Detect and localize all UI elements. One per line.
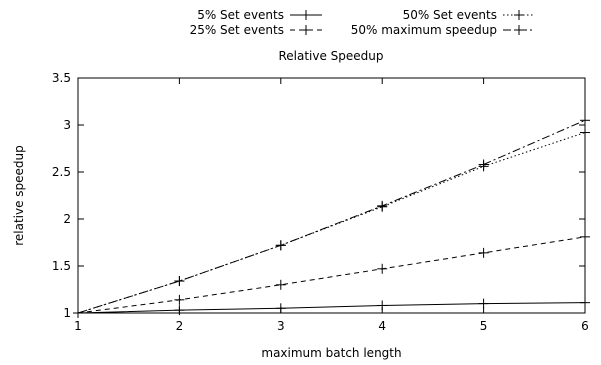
series-line: [77, 302, 586, 314]
data-point: [174, 305, 185, 316]
legend-label: 5% Set events: [197, 8, 284, 22]
data-point: [377, 200, 388, 211]
x-tick-label: 6: [581, 319, 589, 333]
series-1: [73, 297, 590, 318]
y-tick-label: 2: [63, 212, 71, 226]
legend-label: 50% maximum speedup: [351, 23, 497, 37]
y-tick-label: 3.5: [52, 71, 71, 85]
data-point: [478, 247, 489, 258]
y-tick-label: 1: [63, 306, 71, 320]
x-tick-label: 5: [480, 319, 488, 333]
series-3: [73, 127, 590, 318]
y-tick-label: 1.5: [52, 259, 71, 273]
x-tick-label: 2: [176, 319, 184, 333]
legend-marker: [301, 10, 311, 20]
data-point: [580, 115, 590, 126]
data-point: [377, 263, 388, 274]
legend-item: 5% Set events: [197, 8, 322, 22]
legend-marker: [514, 25, 524, 35]
legend-item: 50% maximum speedup: [351, 23, 535, 37]
data-point: [73, 308, 83, 318]
x-axis-label: maximum batch length: [261, 346, 401, 360]
y-axis-label: relative speedup: [12, 145, 26, 246]
y-tick-label: 3: [63, 118, 71, 132]
series-line: [77, 119, 586, 314]
data-point: [174, 294, 185, 305]
x-tick-label: 4: [378, 319, 386, 333]
data-point: [478, 159, 489, 170]
x-tick-label: 1: [74, 319, 82, 333]
legend-item: 50% Set events: [403, 8, 535, 22]
series-line: [77, 236, 586, 314]
data-point: [174, 276, 185, 287]
legend-marker: [514, 10, 524, 20]
series-layer: [73, 115, 590, 318]
data-point: [275, 240, 286, 251]
data-point: [580, 127, 590, 138]
x-tick-label: 3: [277, 319, 285, 333]
series-2: [73, 231, 590, 318]
data-point: [580, 297, 590, 308]
data-point: [275, 303, 286, 314]
plot-area: 1 2 3 4 5 6 1 1.5 2 2.5 3 3.5: [52, 71, 589, 333]
data-point: [478, 298, 489, 309]
series-4: [73, 115, 590, 318]
data-point: [580, 231, 590, 242]
legend-marker: [301, 25, 311, 35]
legend-label: 50% Set events: [403, 8, 497, 22]
plot-frame: [77, 77, 586, 314]
data-point: [377, 300, 388, 311]
data-point: [275, 279, 286, 290]
y-tick-label: 2.5: [52, 165, 71, 179]
legend-item: 25% Set events: [190, 23, 322, 37]
chart-title: Relative Speedup: [278, 49, 383, 63]
series-line: [77, 132, 586, 314]
legend-label: 25% Set events: [190, 23, 284, 37]
